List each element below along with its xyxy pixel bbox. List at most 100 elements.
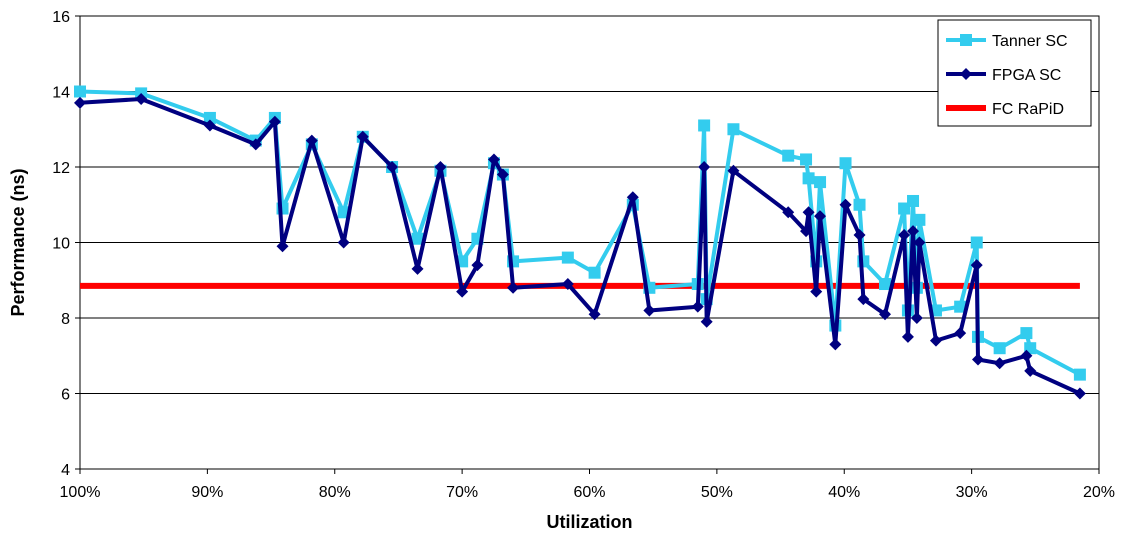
fpga-sc-point — [626, 191, 639, 204]
tanner-sc-point — [1020, 327, 1033, 340]
fpga-sc-point — [268, 115, 281, 128]
fpga-sc-point — [496, 168, 509, 181]
tanner-sc-point — [411, 232, 424, 245]
tanner-sc-point — [782, 149, 795, 162]
tanner-sc-point — [879, 278, 892, 291]
fpga-sc-point — [698, 161, 711, 173]
series-layer — [74, 85, 1086, 400]
tanner-sc-point — [970, 236, 983, 249]
legend-item-tanner-sc: Tanner SC — [946, 33, 1068, 50]
fpga-sc-point — [74, 96, 86, 109]
tanner-sc-point — [698, 119, 711, 132]
tanner-sc-point — [954, 300, 967, 313]
fpga-sc-point — [802, 206, 815, 219]
x-tick-label: 40% — [828, 484, 860, 501]
legend-label: FC RaPiD — [992, 101, 1064, 118]
fpga-sc-point — [898, 228, 911, 241]
y-tick-label: 16 — [52, 9, 70, 26]
tanner-sc-point — [814, 176, 827, 189]
fpga-sc-point — [386, 161, 399, 173]
y-tick-label: 14 — [52, 85, 70, 102]
fpga-sc-point — [691, 300, 704, 313]
fpga-sc-point — [879, 308, 892, 321]
tanner-sc-point — [839, 157, 852, 170]
tanner-sc-point — [727, 123, 740, 136]
fpga-sc-point — [588, 308, 601, 321]
tanner-sc-point — [993, 342, 1006, 355]
legend-marker — [960, 34, 972, 46]
x-tick-label: 30% — [956, 484, 988, 501]
tanner-sc-point — [913, 213, 926, 226]
x-tick-label: 70% — [446, 484, 478, 501]
fpga-sc-point — [839, 198, 852, 211]
fpga-sc-point — [643, 304, 656, 317]
fpga-sc-point — [411, 262, 424, 275]
fpga-sc-point — [829, 338, 842, 351]
fpga-sc-point — [456, 285, 469, 298]
x-tick-label: 60% — [573, 484, 605, 501]
fpga-sc-point — [1020, 349, 1033, 362]
legend-label: FPGA SC — [992, 67, 1061, 84]
tanner-sc-point — [907, 194, 920, 207]
fpga-sc-point — [727, 164, 740, 177]
x-axis-title: Utilization — [547, 512, 633, 532]
tanner-sc-point — [853, 198, 866, 211]
fpga-sc-point — [910, 312, 923, 324]
fpga-sc-point — [800, 225, 813, 238]
fpga-sc-point — [507, 281, 520, 294]
legend: Tanner SC FPGA SC FC RaPiD — [937, 19, 1092, 127]
fpga-sc-point — [929, 334, 942, 347]
fpga-sc-point — [970, 259, 983, 272]
fpga-sc-point — [561, 278, 574, 291]
y-tick-label: 10 — [52, 236, 70, 253]
y-tick-label: 12 — [52, 160, 70, 177]
gridlines — [80, 91, 1099, 394]
tanner-sc-point — [561, 251, 574, 264]
fpga-sc-line — [79, 97, 1081, 396]
tanner-sc-point — [1073, 368, 1086, 381]
x-tick-label: 90% — [191, 484, 223, 501]
fpga-sc-point — [810, 285, 823, 298]
x-tick-label: 20% — [1083, 484, 1115, 501]
fpga-sc-point — [135, 93, 148, 106]
legend-marker — [960, 68, 972, 80]
y-tick-label: 8 — [61, 311, 70, 328]
x-axis: 100% 90% 80% 70% 60% 50% 40% 30% 20% — [60, 469, 1115, 501]
x-tick-label: 80% — [319, 484, 351, 501]
fpga-sc-point — [853, 228, 866, 241]
fpga-sc-series — [74, 93, 1086, 400]
y-tick-label: 6 — [61, 387, 70, 404]
fpga-sc-point — [249, 138, 262, 151]
fpga-sc-point — [276, 240, 289, 253]
legend-label: Tanner SC — [992, 33, 1068, 50]
legend-item-fc-rapid: FC RaPiD — [946, 101, 1064, 118]
y-axis-title: Performance (ns) — [8, 168, 28, 316]
tanner-sc-point — [74, 85, 86, 98]
fpga-sc-point — [901, 330, 914, 343]
fpga-sc-point — [487, 153, 500, 166]
fpga-sc-point — [954, 327, 967, 340]
x-tick-label: 50% — [701, 484, 733, 501]
fpga-sc-point — [857, 293, 870, 306]
fpga-sc-point — [913, 236, 926, 249]
fpga-sc-point — [305, 134, 318, 147]
fpga-sc-point — [203, 119, 216, 132]
fpga-sc-point — [471, 259, 484, 272]
fpga-sc-point — [907, 225, 920, 238]
legend-item-fpga-sc: FPGA SC — [946, 67, 1061, 84]
fpga-sc-point — [1024, 364, 1037, 377]
fpga-sc-point — [782, 206, 795, 219]
tanner-sc-point — [802, 172, 815, 185]
fpga-sc-point — [337, 236, 350, 249]
tanner-sc-point — [800, 153, 813, 166]
tanner-sc-point — [588, 266, 601, 279]
fpga-sc-point — [993, 357, 1006, 370]
fpga-sc-point — [356, 130, 369, 143]
x-tick-label: 100% — [60, 484, 101, 501]
fpga-sc-point — [700, 315, 713, 328]
fpga-sc-point — [814, 210, 827, 223]
fpga-sc-point — [971, 353, 984, 366]
y-axis: 4 6 8 10 12 14 16 — [52, 9, 80, 479]
